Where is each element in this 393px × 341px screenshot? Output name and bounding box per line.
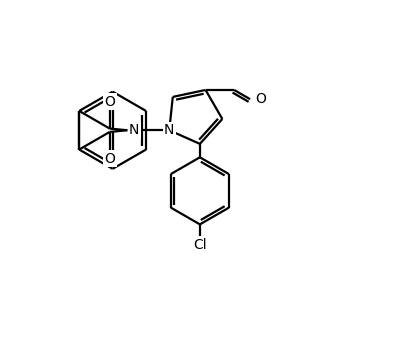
Text: O: O (255, 92, 266, 106)
Text: O: O (104, 152, 115, 166)
Text: N: N (129, 123, 140, 137)
Text: Cl: Cl (193, 238, 207, 252)
Text: N: N (164, 123, 174, 137)
Text: O: O (104, 95, 115, 109)
